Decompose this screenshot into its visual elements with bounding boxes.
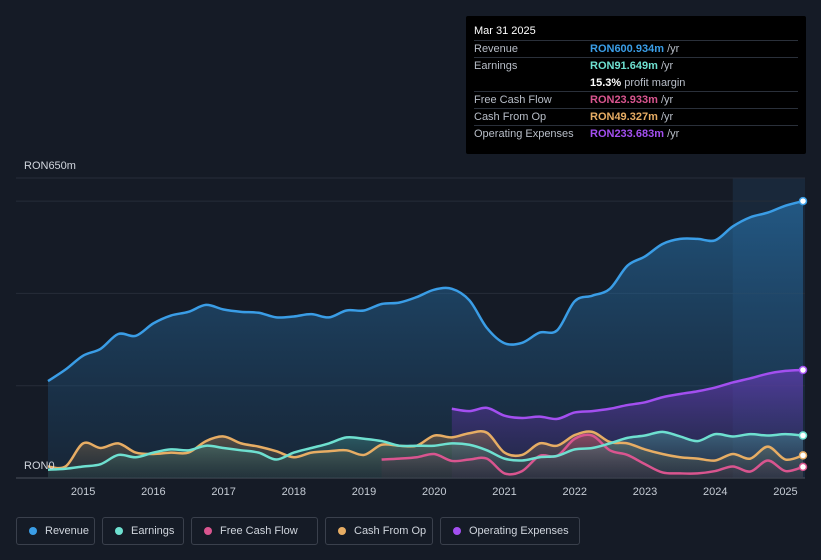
free-cash-flow-end-point <box>798 462 808 472</box>
legend-label: Earnings <box>131 525 175 537</box>
free-cash-flow-line <box>381 433 804 476</box>
x-tick-label: 2025 <box>773 486 798 498</box>
x-tick-label: 2019 <box>351 486 377 498</box>
tooltip: Mar 31 2025 Revenue RON600.934m /yr Earn… <box>466 16 806 154</box>
legend-label: Cash From Op <box>354 525 427 537</box>
legend-item-cash-from-op[interactable]: Cash From Op <box>325 517 433 545</box>
tooltip-label: Revenue <box>474 43 519 55</box>
tooltip-label: Free Cash Flow <box>474 94 552 106</box>
tooltip-value: RON600.934m <box>590 43 664 55</box>
legend-dot-icon <box>115 527 123 535</box>
operating-expenses-line <box>451 368 804 421</box>
tooltip-value: 15.3% <box>590 77 622 89</box>
tooltip-unit: /yr <box>660 60 674 72</box>
tooltip-divider <box>474 57 798 58</box>
legend-dot-icon <box>204 527 212 535</box>
tooltip-divider <box>474 125 798 126</box>
tooltip-label: Earnings <box>474 60 518 72</box>
x-tick-label: 2017 <box>211 486 236 498</box>
tooltip-date: Mar 31 2025 <box>474 25 536 37</box>
tooltip-row-revenue: Revenue RON600.934m /yr <box>466 40 806 57</box>
earnings-line <box>47 430 804 471</box>
legend-label: Operating Expenses <box>469 525 569 537</box>
revenue-line <box>47 199 804 383</box>
tooltip-value: RON23.933m <box>590 94 658 106</box>
tooltip-label: Operating Expenses <box>474 128 574 140</box>
tooltip-divider <box>474 91 798 92</box>
legend-item-revenue[interactable]: Revenue <box>16 517 95 545</box>
tooltip-value: RON91.649m <box>590 60 658 72</box>
legend-dot-icon <box>338 527 346 535</box>
tooltip-row-free-cash-flow: Free Cash Flow RON23.933m /yr <box>466 91 806 108</box>
x-tick-label: 2022 <box>562 486 587 498</box>
tooltip-divider <box>474 108 798 109</box>
tooltip-row-profit-margin: 15.3% profit margin <box>466 74 806 91</box>
cash-from-op-end-point <box>798 451 808 460</box>
x-tick-label: 2023 <box>632 486 658 498</box>
x-tick-label: 2024 <box>702 486 728 498</box>
tooltip-row-cash-from-op: Cash From Op RON49.327m /yr <box>466 108 806 125</box>
revenue-end-point <box>798 196 808 206</box>
tooltip-divider <box>474 40 798 41</box>
legend-item-operating-expenses[interactable]: Operating Expenses <box>440 517 580 545</box>
y-axis-top-label: RON650m <box>24 160 76 172</box>
cash-from-op-line <box>47 430 804 470</box>
tooltip-value: RON49.327m <box>590 111 658 123</box>
x-tick-label: 2021 <box>492 486 517 498</box>
x-tick-label: 2015 <box>70 486 96 498</box>
legend-dot-icon <box>29 527 37 535</box>
x-tick-label: 2016 <box>141 486 166 498</box>
legend-label: Revenue <box>45 525 90 537</box>
tooltip-unit: /yr <box>660 94 674 106</box>
x-tick-label: 2018 <box>281 486 307 498</box>
tooltip-value: RON233.683m <box>590 128 664 140</box>
tooltip-unit: /yr <box>667 128 680 140</box>
tooltip-unit: /yr <box>667 43 680 55</box>
tooltip-unit: profit margin <box>624 77 686 89</box>
legend-dot-icon <box>453 527 461 535</box>
x-tick-label: 2020 <box>422 486 447 498</box>
legend-item-earnings[interactable]: Earnings <box>102 517 184 545</box>
legend-label: Free Cash Flow <box>220 525 298 537</box>
y-axis-bottom-label: RON0 <box>24 460 55 472</box>
tooltip-row-operating-expenses: Operating Expenses RON233.683m /yr <box>466 125 806 142</box>
legend-item-free-cash-flow[interactable]: Free Cash Flow <box>191 517 318 545</box>
tooltip-label: Cash From Op <box>474 111 547 123</box>
operating-expenses-end-point <box>798 365 808 375</box>
earnings-end-point <box>798 431 808 440</box>
tooltip-unit: /yr <box>660 111 674 123</box>
tooltip-row-earnings: Earnings RON91.649m /yr <box>466 57 806 74</box>
